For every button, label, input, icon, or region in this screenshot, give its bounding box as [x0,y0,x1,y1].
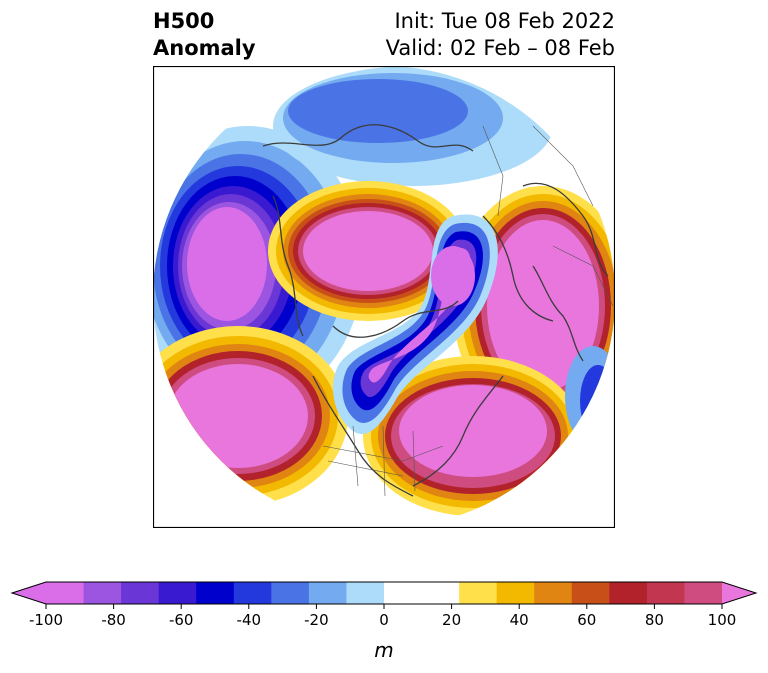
colorbar-tick-label: -60 [169,611,194,629]
colorbar-cell [646,582,685,604]
colorbar-unit: m [374,638,393,662]
colorbar-tick-label: 100 [708,611,737,629]
map-title: H500 Anomaly [153,8,256,62]
colorbar-tick-label: -20 [304,611,329,629]
map-dates: Init: Tue 08 Feb 2022 Valid: 02 Feb – 08… [386,8,615,62]
colorbar-cell [534,582,573,604]
central-ridge [268,181,468,321]
colorbar-cell [459,582,498,604]
arctic-low [273,66,553,186]
colorbar-cell [421,582,460,604]
colorbar-tick-label: -100 [29,611,63,629]
colorbar-cell [158,582,197,604]
colorbar-cell [83,582,122,604]
title-line-2: Anomaly [153,36,256,60]
pacific-low [153,126,363,406]
colorbar-extend-high [722,582,756,604]
colorbar-cell [233,582,272,604]
init-date: Init: Tue 08 Feb 2022 [394,9,615,33]
colorbar-cell [196,582,235,604]
central-trough [333,214,498,435]
colorbar-cells [10,581,758,605]
coastlines [262,124,609,497]
colorbar: -100 -80 -60 -40 -20 0 20 40 60 80 100 m [10,581,758,662]
colorbar-tick-label: 80 [645,611,664,629]
map-frame [153,66,615,528]
colorbar-cell [121,582,160,604]
colorbar-tick-label: 0 [379,611,389,629]
borders [322,125,614,497]
colorbar-cell [684,582,723,604]
colorbar-tick-label: 20 [442,611,461,629]
colorbar-cell [384,582,423,604]
colorbar-cell [609,582,648,604]
colorbar-tick-label: -80 [101,611,126,629]
colorbar-extend-low [12,582,46,604]
colorbar-tick-label: 40 [510,611,529,629]
colorbar-cell [271,582,310,604]
colorbar-cell [308,582,347,604]
valid-range: Valid: 02 Feb – 08 Feb [385,36,615,60]
southeast-ridge [363,356,583,516]
colorbar-tick-label: 60 [577,611,596,629]
colorbar-cell [571,582,610,604]
colorbar-cell [496,582,535,604]
title-line-1: H500 [153,9,215,33]
colorbar-cell [346,582,385,604]
colorbar-ticks: -100 -80 -60 -40 -20 0 20 40 60 80 100 [29,604,736,629]
anomaly-map [153,66,615,528]
colorbar-tick-label: -40 [237,611,262,629]
colorbar-cell [46,582,85,604]
anomaly-field [153,66,615,528]
